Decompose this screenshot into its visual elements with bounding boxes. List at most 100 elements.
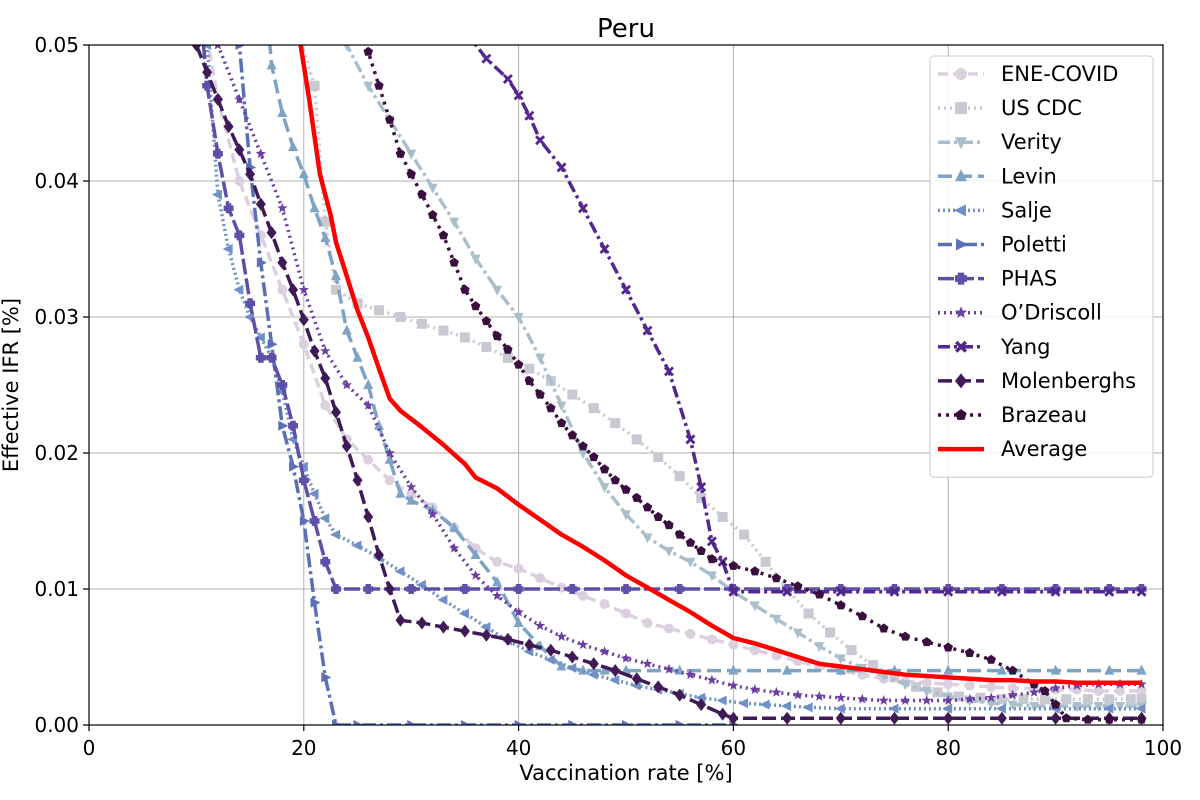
- data-point: [674, 471, 685, 482]
- data-point: [492, 285, 503, 296]
- data-point: [438, 325, 449, 336]
- data-point: [513, 90, 524, 101]
- data-point: [1136, 694, 1147, 705]
- data-point: [234, 176, 245, 186]
- data-point: [868, 660, 879, 671]
- data-point: [222, 244, 233, 254]
- legend-label: Salje: [1001, 198, 1052, 222]
- data-point: [513, 313, 524, 323]
- data-point: [448, 542, 460, 553]
- data-point: [674, 584, 685, 594]
- legend-label: Average: [1001, 437, 1087, 461]
- data-point: [460, 284, 470, 294]
- data-point: [685, 434, 696, 445]
- data-point: [706, 634, 717, 645]
- data-point: [319, 513, 330, 524]
- data-point: [407, 720, 418, 725]
- data-point: [234, 230, 245, 241]
- data-point: [954, 306, 968, 318]
- data-point: [1050, 711, 1061, 725]
- data-point: [716, 695, 727, 706]
- data-point: [943, 586, 954, 597]
- data-point: [610, 664, 621, 678]
- data-point: [1050, 586, 1061, 597]
- data-point: [277, 202, 288, 213]
- data-point: [782, 664, 793, 675]
- chart-title: Peru: [597, 14, 655, 44]
- data-point: [707, 554, 717, 564]
- data-point: [836, 600, 846, 610]
- data-point: [417, 189, 427, 199]
- data-point: [706, 674, 718, 685]
- data-point: [846, 645, 857, 656]
- y-tick-label: 0.04: [34, 169, 79, 193]
- data-point: [857, 693, 868, 704]
- data-point: [1007, 700, 1018, 711]
- data-point: [288, 141, 299, 151]
- series-line: [216, 45, 1142, 703]
- legend-item: ENE-COVID: [938, 62, 1118, 86]
- y-tick-label: 0.05: [34, 33, 79, 57]
- data-point: [567, 650, 578, 664]
- x-tick-label: 20: [291, 736, 316, 760]
- data-point: [1050, 682, 1061, 693]
- data-point: [1136, 678, 1147, 689]
- data-point: [782, 711, 793, 725]
- data-point: [288, 420, 299, 431]
- data-point: [438, 230, 449, 240]
- data-point: [308, 488, 319, 499]
- data-point: [955, 169, 967, 182]
- data-point: [588, 657, 599, 671]
- data-point: [696, 482, 707, 492]
- x-tick-label: 100: [1144, 736, 1182, 760]
- data-point: [663, 366, 674, 377]
- data-point: [492, 331, 502, 341]
- data-point: [235, 45, 246, 50]
- data-point: [309, 80, 320, 91]
- data-point: [202, 65, 213, 79]
- data-point: [696, 698, 707, 712]
- data-point: [567, 430, 578, 440]
- legend-item: Molenberghs: [938, 369, 1136, 393]
- data-point: [459, 332, 470, 343]
- data-point: [277, 284, 288, 295]
- data-point: [470, 301, 481, 311]
- data-point: [320, 371, 331, 385]
- data-point: [568, 720, 579, 725]
- data-point: [1104, 714, 1115, 724]
- y-tick-label: 0.00: [34, 713, 79, 737]
- data-point: [437, 594, 448, 605]
- data-point: [331, 284, 342, 295]
- data-point: [255, 197, 266, 211]
- data-point: [481, 341, 492, 352]
- legend-item: Verity: [938, 130, 1062, 154]
- data-point: [1136, 584, 1147, 594]
- legend-label: O’Driscoll: [1001, 301, 1102, 325]
- data-point: [599, 464, 610, 474]
- data-point: [1007, 665, 1018, 675]
- data-point: [212, 92, 223, 106]
- data-point: [1061, 713, 1072, 723]
- data-point: [331, 584, 342, 594]
- data-point: [900, 680, 911, 691]
- series-line: [298, 45, 1142, 686]
- data-point: [1093, 686, 1104, 696]
- data-point: [943, 711, 954, 725]
- data-point: [514, 720, 525, 725]
- data-point: [363, 454, 374, 465]
- data-point: [524, 638, 535, 652]
- data-point: [653, 680, 664, 694]
- data-point: [502, 74, 513, 84]
- legend-item: US CDC: [938, 96, 1082, 120]
- data-point: [1104, 694, 1115, 705]
- data-point: [1104, 664, 1115, 675]
- legend-label: Levin: [1001, 164, 1057, 188]
- data-point: [309, 202, 320, 213]
- data-point: [427, 210, 438, 219]
- data-point: [728, 664, 739, 675]
- data-point: [728, 586, 739, 597]
- data-point: [696, 545, 706, 555]
- data-point: [406, 481, 417, 492]
- data-point: [567, 584, 578, 594]
- data-point: [524, 110, 535, 121]
